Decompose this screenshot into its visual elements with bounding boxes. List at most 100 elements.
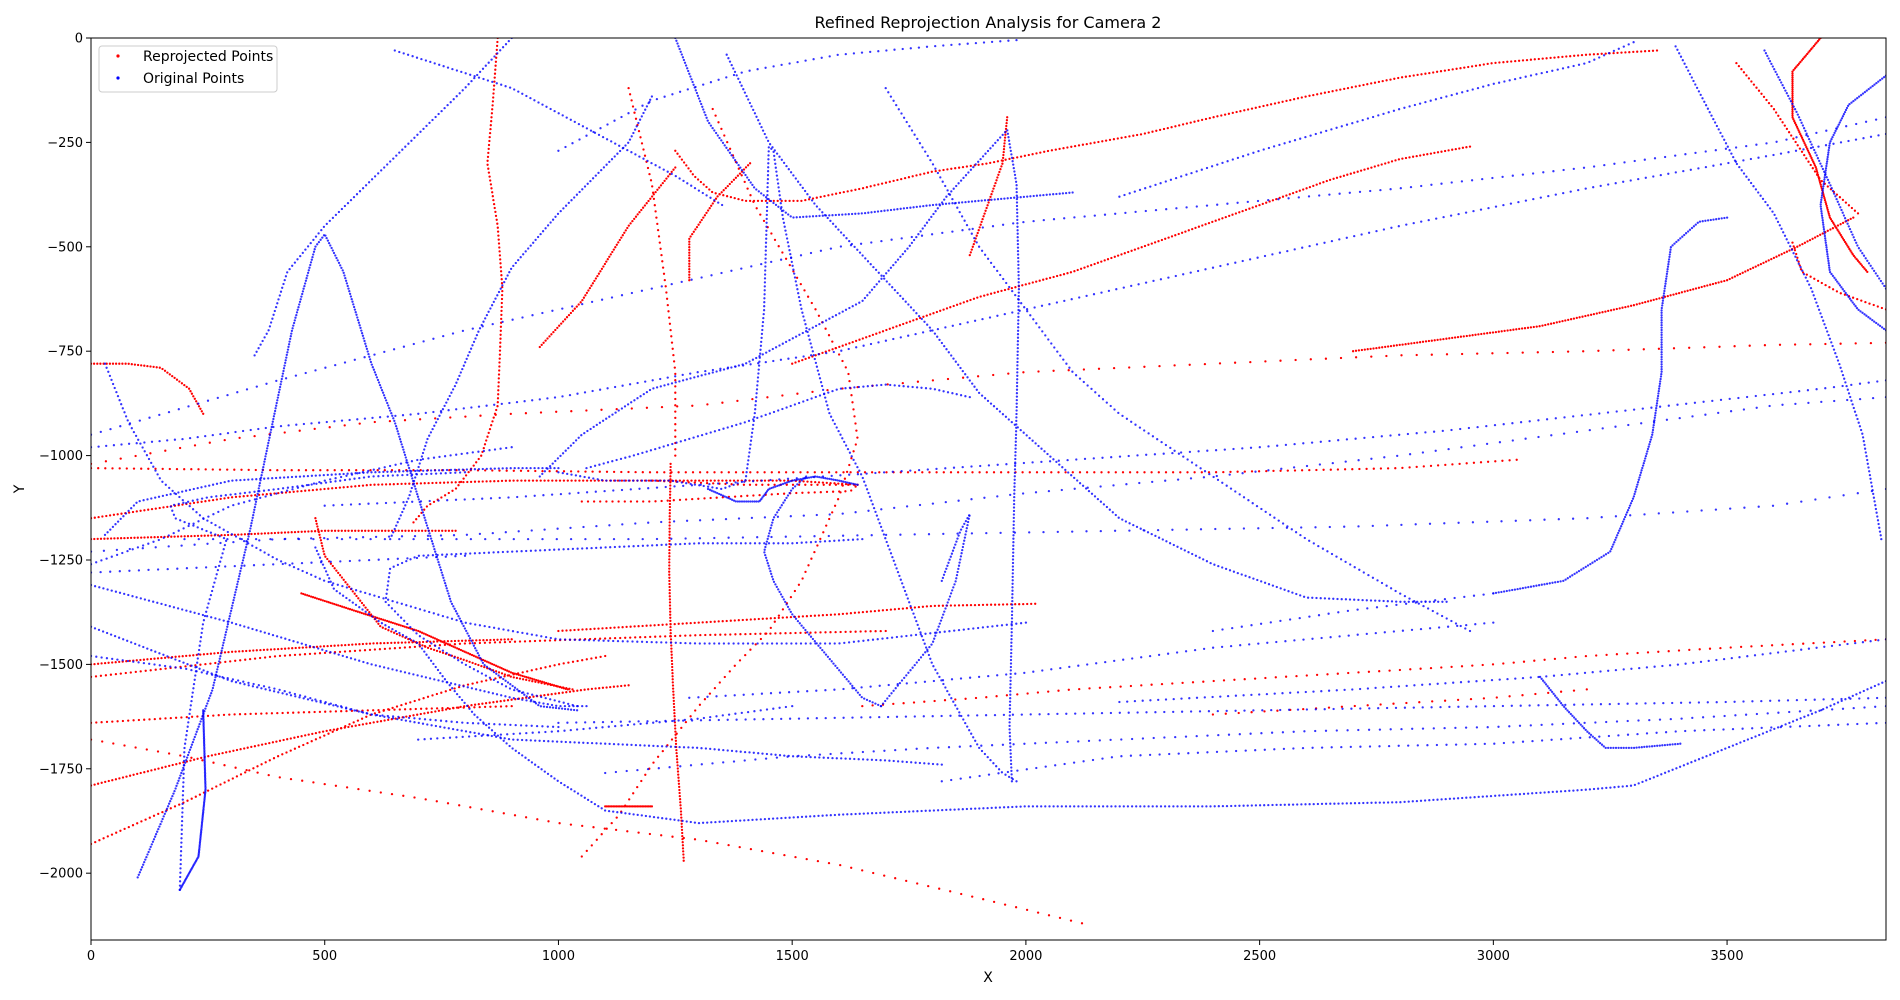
data-point xyxy=(1456,335,1460,339)
data-point xyxy=(491,195,494,198)
data-point xyxy=(1677,291,1681,295)
data-point xyxy=(678,798,682,801)
data-point xyxy=(1063,299,1066,303)
data-point xyxy=(1791,116,1794,119)
data-point xyxy=(813,491,816,494)
data-point xyxy=(197,468,200,471)
data-point xyxy=(759,632,762,635)
data-point xyxy=(656,188,659,191)
data-point xyxy=(660,405,664,409)
data-point xyxy=(1831,227,1835,230)
data-point xyxy=(1066,740,1069,744)
data-point xyxy=(835,471,838,474)
data-point xyxy=(254,468,257,472)
data-point xyxy=(861,704,864,708)
data-point xyxy=(105,444,108,448)
data-point xyxy=(209,662,212,665)
data-point xyxy=(264,761,267,764)
data-point xyxy=(494,677,497,680)
data-point xyxy=(393,647,397,650)
data-point xyxy=(1336,672,1339,675)
data-point xyxy=(855,429,858,432)
data-point xyxy=(645,202,648,205)
data-point xyxy=(399,624,402,627)
data-point xyxy=(598,537,601,541)
data-point xyxy=(1349,745,1352,749)
data-point xyxy=(96,782,100,785)
data-point xyxy=(374,535,378,539)
data-point xyxy=(805,615,809,618)
data-point xyxy=(1563,416,1566,419)
data-point xyxy=(164,449,167,452)
data-point xyxy=(675,755,679,758)
data-point xyxy=(523,640,527,643)
data-point xyxy=(1104,660,1107,664)
data-point xyxy=(852,450,855,453)
data-point xyxy=(1378,346,1381,349)
data-point xyxy=(641,624,644,628)
data-point xyxy=(946,168,949,171)
data-point xyxy=(688,265,691,268)
data-point xyxy=(557,629,560,633)
data-point xyxy=(272,425,275,429)
data-point xyxy=(713,471,716,474)
data-point xyxy=(432,337,435,340)
data-point xyxy=(1157,471,1160,474)
data-point xyxy=(1206,449,1209,452)
data-point xyxy=(601,627,604,630)
data-point xyxy=(871,333,875,337)
data-point xyxy=(340,537,344,541)
data-point xyxy=(494,64,497,67)
data-point xyxy=(669,625,672,629)
data-point xyxy=(348,723,351,726)
data-point xyxy=(674,454,677,457)
data-point xyxy=(107,661,110,664)
data-point xyxy=(395,623,398,626)
data-point xyxy=(1322,468,1325,471)
data-point xyxy=(727,843,730,847)
data-point xyxy=(351,643,354,646)
data-point xyxy=(327,529,330,532)
data-point xyxy=(1729,410,1733,413)
data-point xyxy=(651,191,655,194)
data-point xyxy=(1592,53,1596,56)
data-point xyxy=(679,813,683,816)
data-point xyxy=(610,805,613,808)
data-point xyxy=(1254,106,1257,109)
data-point xyxy=(158,652,161,655)
data-point xyxy=(668,496,672,499)
data-point xyxy=(741,618,744,622)
data-point xyxy=(1207,471,1211,474)
data-point xyxy=(880,182,884,185)
data-point xyxy=(891,470,894,473)
data-point xyxy=(223,497,226,500)
data-point xyxy=(1380,435,1383,438)
data-point xyxy=(358,559,361,562)
data-point xyxy=(1212,116,1215,119)
data-point xyxy=(1874,638,1877,642)
data-point xyxy=(465,533,469,536)
data-point xyxy=(664,485,667,489)
data-point xyxy=(1872,303,1875,307)
data-point xyxy=(1784,650,1787,653)
data-point xyxy=(273,531,277,535)
data-point xyxy=(1238,211,1241,214)
data-point xyxy=(1440,182,1443,185)
data-point xyxy=(658,241,661,244)
data-point xyxy=(131,510,135,514)
data-point xyxy=(1441,429,1444,433)
data-point xyxy=(1040,304,1044,307)
data-point xyxy=(101,740,104,743)
data-point xyxy=(526,670,529,673)
data-point xyxy=(972,297,976,300)
data-point xyxy=(488,139,491,143)
data-point xyxy=(1272,469,1275,473)
data-point xyxy=(431,529,434,532)
data-point xyxy=(1069,919,1073,922)
data-point xyxy=(1178,124,1181,127)
data-point xyxy=(1615,653,1619,656)
data-point xyxy=(298,646,301,649)
data-point xyxy=(1248,207,1251,210)
data-point xyxy=(157,812,160,816)
data-point xyxy=(600,267,604,271)
